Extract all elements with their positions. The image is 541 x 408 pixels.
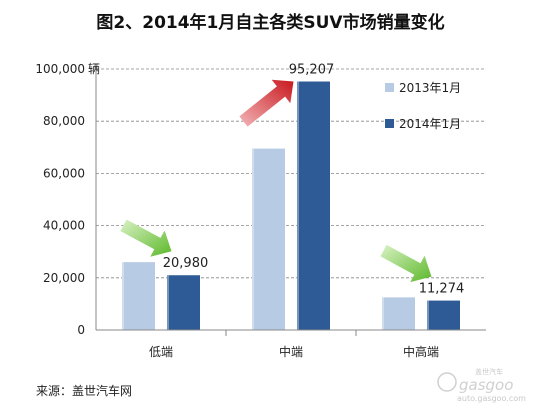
- y-tick-label: 100,000: [35, 62, 85, 76]
- y-tick-label: 60,000: [43, 166, 85, 180]
- watermark-line3: auto.gasgoo.com: [457, 394, 526, 403]
- watermark-line2: gasgoo: [459, 376, 513, 394]
- legend-swatch: [385, 83, 394, 92]
- source-note: 来源：盖世汽车网: [36, 384, 133, 398]
- legend-swatch: [385, 119, 394, 128]
- bar: [167, 275, 200, 330]
- bar: [382, 297, 415, 330]
- bar: [252, 148, 285, 330]
- x-tick-label: 中高端: [403, 344, 439, 359]
- bar-highlight: [167, 275, 169, 330]
- y-tick-label: 0: [77, 323, 85, 337]
- bar-highlight: [252, 148, 254, 330]
- x-tick-label: 中端: [279, 344, 303, 359]
- data-label: 20,980: [163, 256, 209, 271]
- watermark-line1: 盖世汽车: [475, 367, 503, 376]
- increase-arrow-icon: [239, 79, 294, 127]
- decrease-arrow-icon: [120, 219, 172, 257]
- bar: [297, 81, 330, 330]
- data-label: 95,207: [289, 63, 335, 78]
- bar: [427, 300, 460, 330]
- y-tick-label: 40,000: [43, 219, 85, 233]
- x-tick-label: 低端: [149, 345, 173, 359]
- legend-label: 2014年1月: [399, 117, 461, 131]
- legend-label: 2013年1月: [399, 81, 461, 95]
- decrease-arrow-icon: [380, 244, 432, 283]
- data-label: 11,274: [419, 282, 465, 297]
- watermark-globe-icon: [437, 372, 457, 392]
- bar-highlight: [297, 81, 299, 330]
- bar-highlight: [427, 300, 429, 330]
- y-unit-label: 辆: [88, 62, 100, 76]
- y-tick-label: 20,000: [43, 271, 85, 285]
- watermark-logo: 盖世汽车 gasgoo auto.gasgoo.com: [435, 364, 533, 404]
- bar-highlight: [122, 262, 124, 330]
- y-tick-label: 80,000: [43, 114, 85, 128]
- bar-highlight: [382, 297, 384, 330]
- bar: [122, 262, 155, 330]
- chart-title: 图2、2014年1月自主各类SUV市场销量变化: [96, 13, 445, 33]
